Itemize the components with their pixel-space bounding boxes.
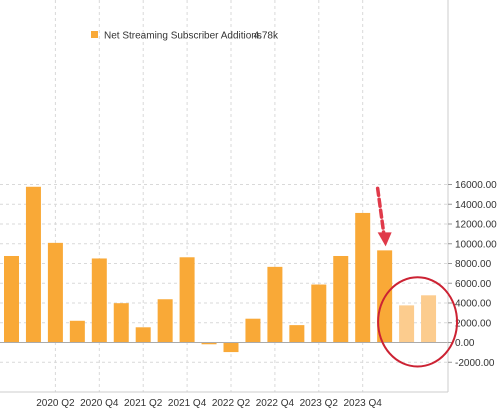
bar	[179, 257, 195, 343]
y-tick-label: 14000.00	[455, 200, 497, 211]
y-axis-tick-labels: -2000.00 0.00 2000.00 4000.00 6000.00 8000.00…	[448, 180, 497, 369]
projected-bar	[421, 295, 437, 343]
x-tick-label: 2022 Q4	[256, 398, 295, 409]
y-tick-label: 16000.00	[455, 180, 497, 191]
x-tick-label: 2021 Q4	[168, 398, 207, 409]
projected-bar	[399, 305, 415, 343]
annotation-arrow-head	[377, 232, 392, 247]
x-tick-label: 2020 Q2	[36, 398, 75, 409]
x-axis-tick-labels: 2020 Q2 2020 Q4 2021 Q2 2021 Q4 2022 Q2 2022 …	[0, 391, 448, 409]
bar	[4, 255, 19, 343]
bar	[157, 299, 173, 343]
x-tick-label: 2021 Q2	[124, 398, 163, 409]
y-tick-label: 0.00	[455, 338, 475, 349]
bar	[311, 284, 327, 343]
bar	[245, 318, 261, 343]
bars	[4, 186, 437, 353]
bar	[47, 242, 63, 343]
legend-label: Net Streaming Subscriber Additions	[104, 31, 262, 42]
bar	[135, 327, 151, 343]
legend: Net Streaming Subscriber Additions 4.78k	[91, 31, 279, 42]
y-tick-label: 2000.00	[455, 318, 492, 329]
legend-last-value: 4.78k	[254, 31, 279, 42]
bar	[355, 212, 371, 343]
x-tick-label: 2022 Q2	[212, 398, 251, 409]
bar	[223, 342, 239, 353]
annotations	[375, 186, 459, 368]
y-tick-label: 4000.00	[455, 299, 492, 310]
bar	[113, 303, 129, 343]
bar	[25, 186, 41, 343]
y-tick-label: 10000.00	[455, 239, 497, 250]
annotation-arrow-shaft	[375, 186, 386, 239]
bar	[289, 325, 305, 343]
bar	[333, 255, 349, 343]
y-tick-label: 6000.00	[455, 279, 492, 290]
bar	[69, 320, 85, 343]
x-tick-label: 2020 Q4	[80, 398, 119, 409]
legend-swatch	[91, 31, 98, 38]
x-tick-label: 2023 Q4	[344, 398, 383, 409]
x-tick-label: 2023 Q2	[300, 398, 339, 409]
annotation-highlight-circle	[377, 276, 459, 368]
y-tick-label: 8000.00	[455, 259, 492, 270]
bar	[267, 266, 283, 343]
y-tick-label: -2000.00	[455, 358, 495, 369]
bar	[201, 342, 217, 345]
bar	[91, 258, 107, 343]
y-tick-label: 12000.00	[455, 220, 497, 231]
